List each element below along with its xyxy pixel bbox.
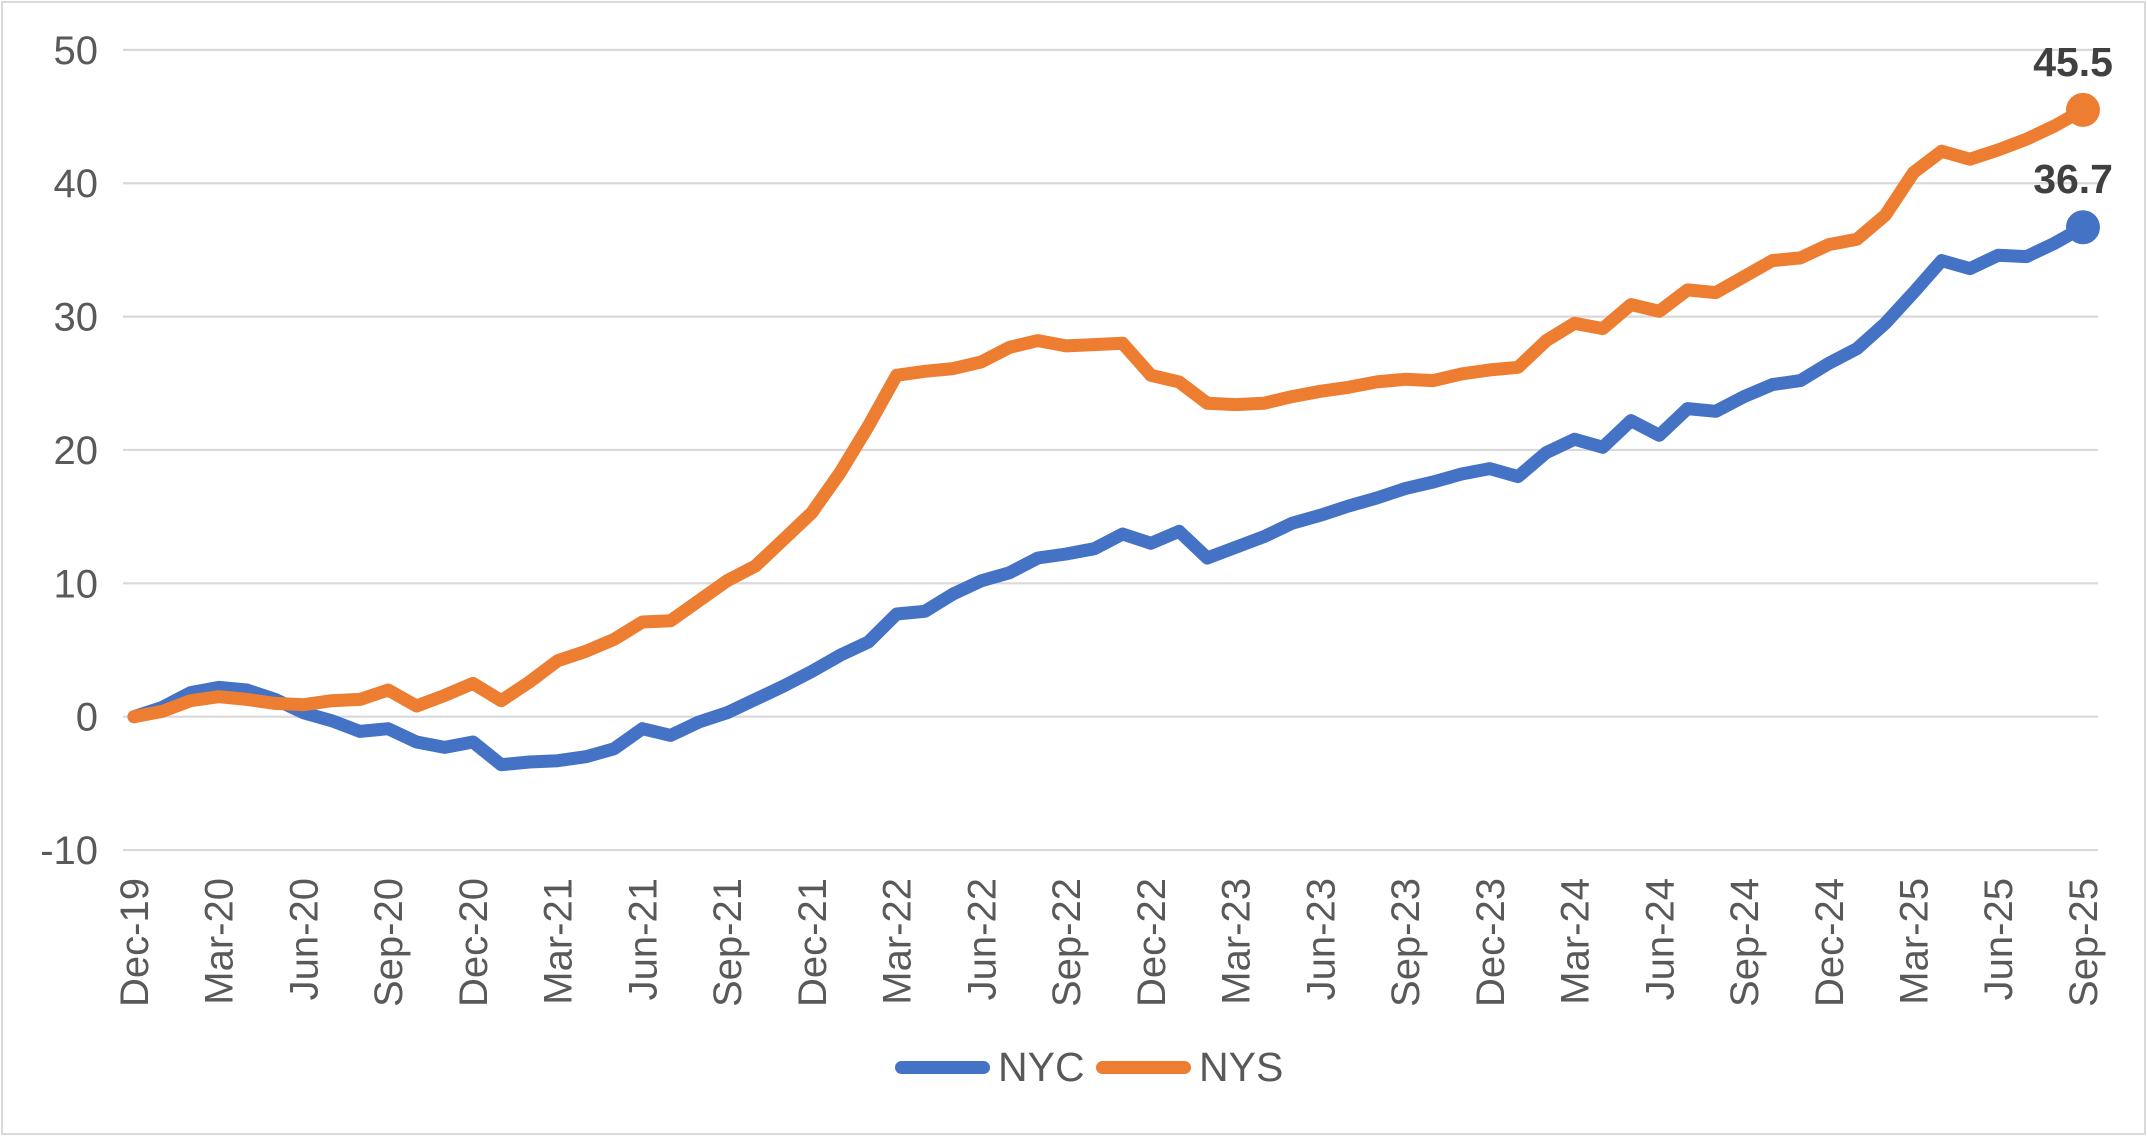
x-axis-tick-label[interactable]: Mar-20 (198, 878, 242, 1005)
x-axis[interactable]: Dec-19 Mar-20 Jun-20 Sep-20 Dec-20 Mar-21 Jun-… (113, 878, 2106, 1007)
legend-item-nys[interactable]: NYS (1096, 1044, 1283, 1090)
x-axis-tick-label[interactable]: Dec-21 (791, 878, 835, 1007)
y-axis-tick-label[interactable]: 10 (54, 562, 99, 606)
legend[interactable]: NYC NYS (895, 1044, 1283, 1090)
legend-item-label: NYS (1199, 1044, 1283, 1090)
nys-legend-swatch (1096, 1061, 1191, 1074)
x-axis-tick-label[interactable]: Dec-19 (113, 878, 157, 1007)
legend-item-label: NYC (998, 1044, 1085, 1090)
x-axis-tick-label[interactable]: Sep-22 (1045, 878, 1089, 1007)
x-axis-tick-label[interactable]: Jun-21 (621, 878, 665, 1000)
x-axis-tick-label[interactable]: Dec-23 (1469, 878, 1513, 1007)
y-axis-tick-label[interactable]: -10 (40, 829, 98, 873)
y-axis-tick-label[interactable]: 50 (54, 29, 99, 73)
x-axis-tick-label[interactable]: Mar-22 (876, 878, 920, 1005)
x-axis-tick-label[interactable]: Dec-22 (1130, 878, 1174, 1007)
y-axis[interactable]: 50 40 30 20 10 0 -10 (40, 29, 98, 873)
x-axis-tick-label[interactable]: Mar-21 (537, 878, 581, 1005)
x-axis-tick-label[interactable]: Sep-23 (1384, 878, 1428, 1007)
x-axis-tick-label[interactable]: Jun-25 (1977, 878, 2021, 1000)
nyc-end-marker[interactable] (2065, 210, 2100, 245)
x-axis-tick-label[interactable]: Jun-24 (1638, 878, 1682, 1000)
nys-end-marker[interactable] (2065, 92, 2100, 127)
y-axis-tick-label[interactable]: 30 (54, 296, 99, 340)
legend-item-nyc[interactable]: NYC (895, 1044, 1085, 1090)
nyc-legend-swatch (895, 1061, 990, 1074)
x-axis-tick-label[interactable]: Jun-22 (960, 878, 1004, 1000)
x-axis-tick-label[interactable]: Mar-23 (1215, 878, 1259, 1005)
nyc-series-line[interactable] (127, 220, 2090, 772)
x-axis-tick-label[interactable]: Jun-20 (282, 878, 326, 1000)
x-axis-tick-label[interactable]: Mar-25 (1892, 878, 1936, 1005)
y-axis-tick-label[interactable]: 40 (54, 162, 99, 206)
x-axis-tick-label[interactable]: Sep-25 (2062, 878, 2106, 1007)
x-axis-tick-label[interactable]: Sep-20 (367, 878, 411, 1007)
x-axis-tick-label[interactable]: Mar-24 (1554, 878, 1598, 1005)
nyc-data-label[interactable]: 36.7 (2033, 156, 2113, 202)
x-axis-tick-label[interactable]: Dec-24 (1808, 878, 1852, 1007)
x-axis-tick-label[interactable]: Jun-23 (1299, 878, 1343, 1000)
y-axis-tick-label[interactable]: 20 (54, 429, 99, 473)
gridlines (123, 48, 2098, 852)
x-axis-tick-label[interactable]: Sep-24 (1723, 878, 1767, 1007)
x-axis-tick-label[interactable]: Sep-21 (706, 878, 750, 1007)
y-axis-tick-label[interactable]: 0 (76, 696, 98, 740)
x-axis-tick-label[interactable]: Dec-20 (452, 878, 496, 1007)
nys-data-label[interactable]: 45.5 (2033, 39, 2113, 85)
nys-series-line[interactable] (127, 103, 2090, 724)
